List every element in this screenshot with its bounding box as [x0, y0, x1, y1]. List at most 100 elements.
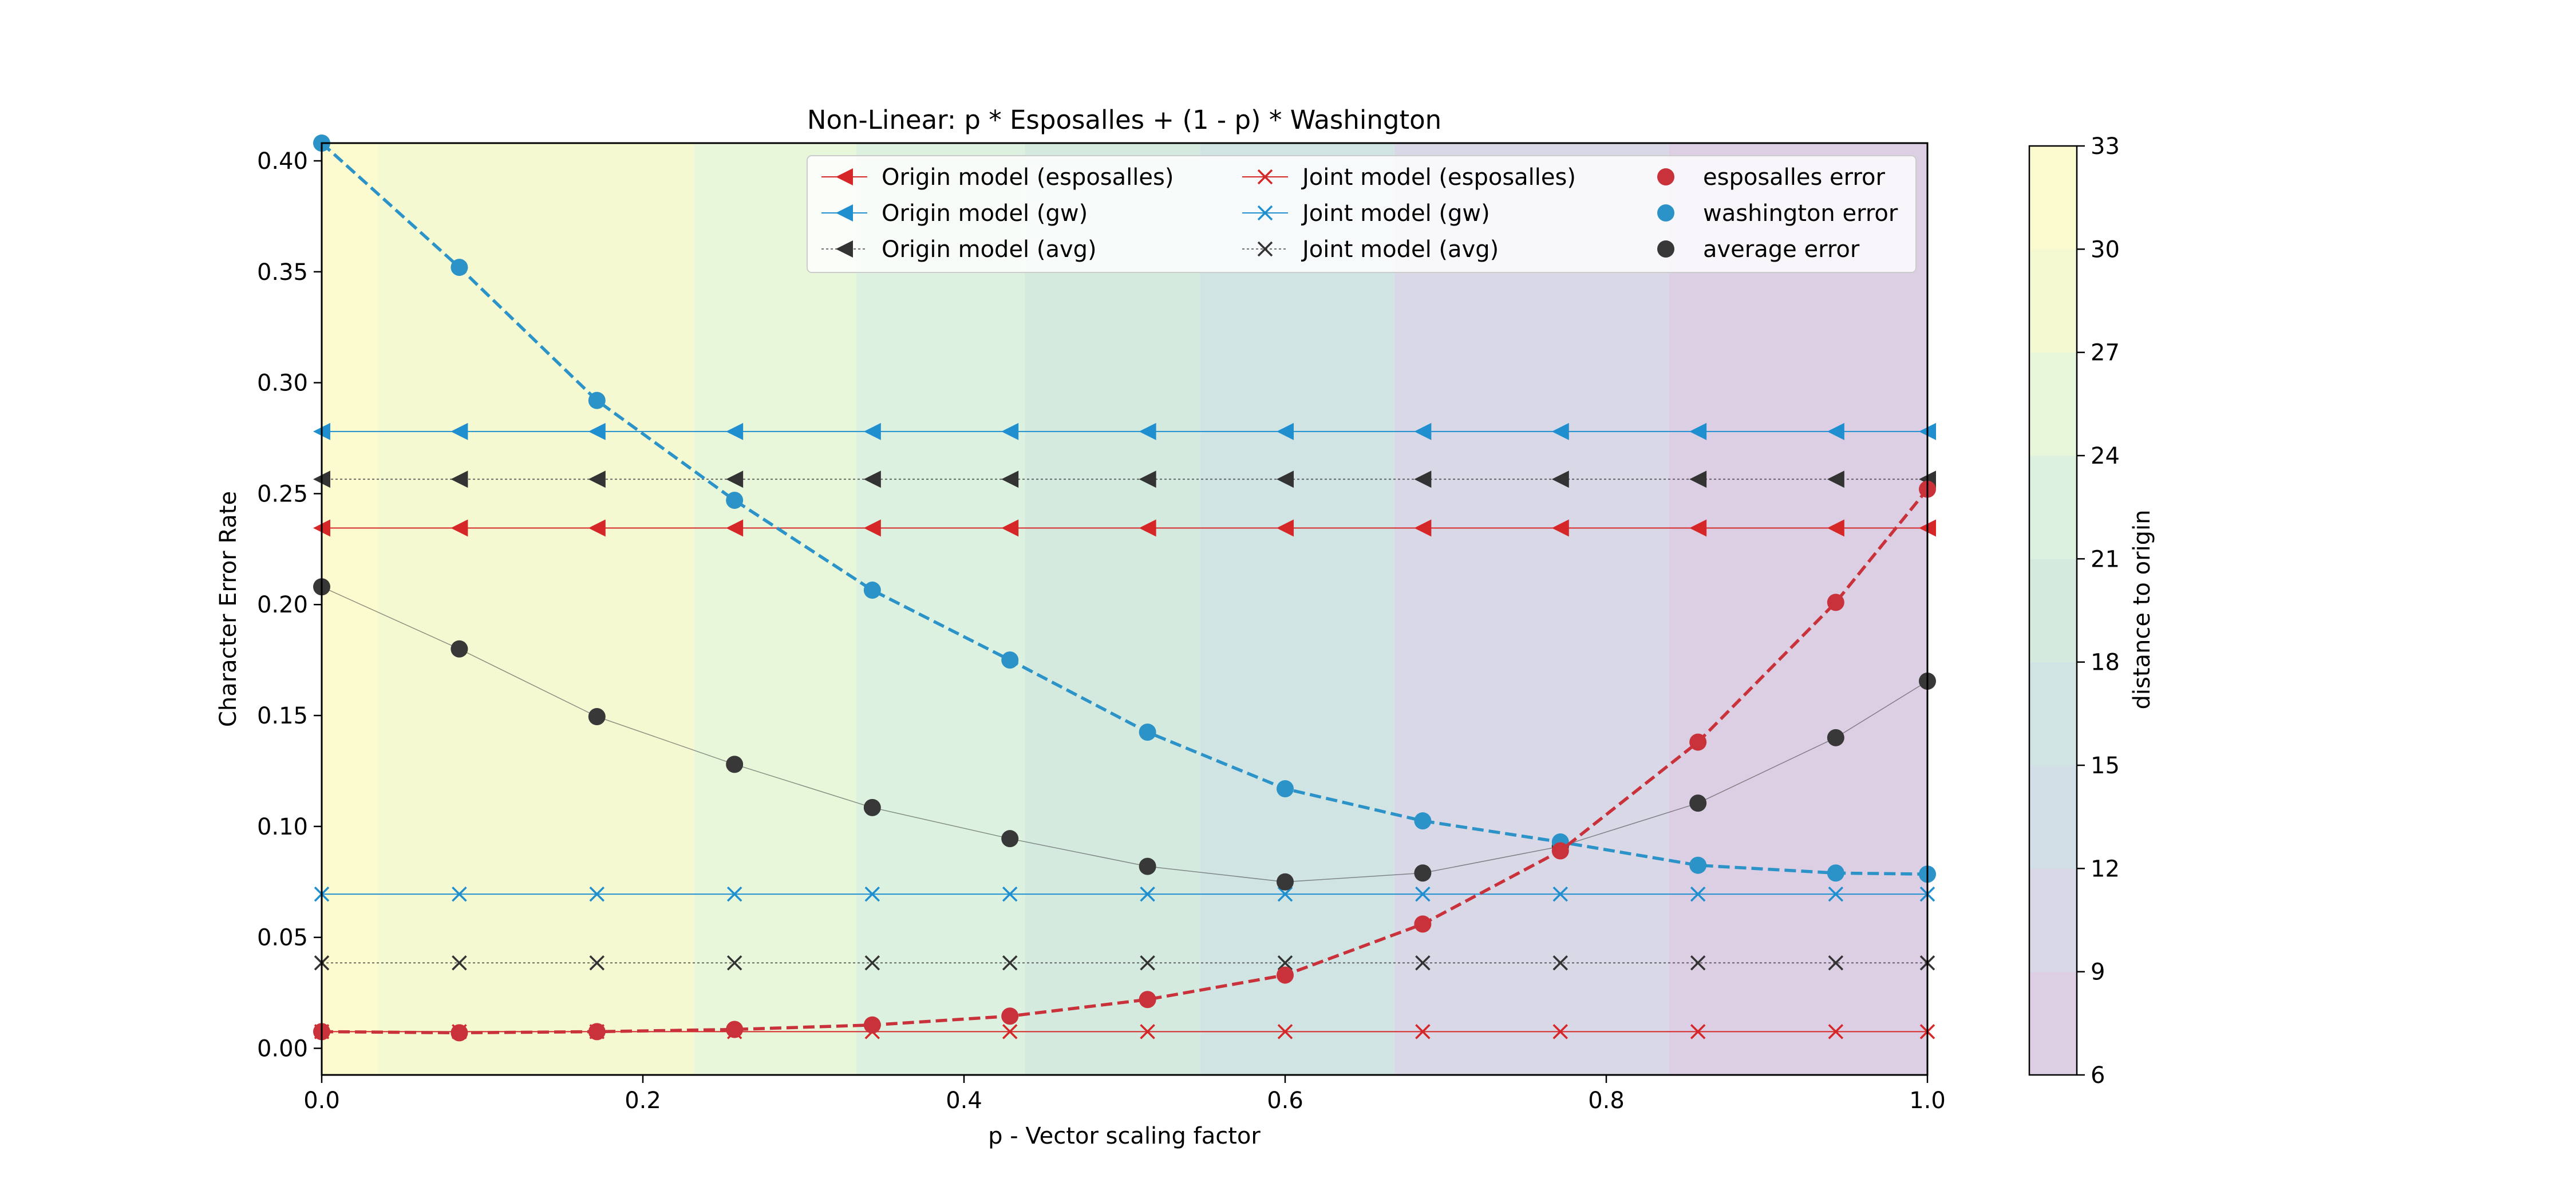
data-point: [451, 259, 468, 276]
data-point: [588, 392, 606, 409]
data-point: [726, 519, 744, 537]
data-point: [1415, 1024, 1431, 1039]
data-point: [1277, 422, 1294, 440]
data-point: [451, 422, 468, 440]
y-tick-label: 0.15: [257, 703, 308, 729]
data-point: [452, 886, 467, 902]
data-point: [1690, 955, 1706, 971]
colorbar-segment: [2029, 352, 2077, 456]
data-point: [726, 492, 744, 509]
data-point: [1277, 886, 1293, 902]
data-point: [589, 955, 605, 971]
colorbar-tick-label: 21: [2091, 546, 2120, 572]
colorbar-segment: [2029, 662, 2077, 766]
data-point: [1551, 519, 1569, 537]
colorbar-tick-label: 18: [2091, 650, 2120, 676]
data-point: [863, 1016, 881, 1034]
legend-entry: washington error: [1657, 200, 1898, 227]
data-point: [1551, 842, 1569, 860]
data-point: [726, 470, 744, 488]
data-point: [1277, 873, 1294, 891]
legend: Origin model (esposalles) Origin model (g…: [807, 155, 1917, 273]
data-point: [1001, 830, 1019, 848]
data-point: [1277, 519, 1294, 537]
data-point: [863, 422, 881, 440]
y-tick-label: 0.20: [257, 592, 308, 618]
data-point: [1277, 955, 1293, 971]
legend-marker: [836, 204, 853, 222]
data-point: [1828, 886, 1844, 902]
data-point: [1689, 794, 1707, 812]
background-band: [378, 143, 536, 1075]
y-axis: 0.00 0.05 0.10 0.15 0.20 0.25 0.30 0.35 0.40: [257, 148, 322, 1062]
data-point: [1827, 470, 1844, 488]
data-point: [1828, 955, 1844, 971]
legend-marker: [1257, 169, 1273, 185]
data-point: [1277, 780, 1294, 797]
legend-label: average error: [1703, 236, 1860, 263]
data-point: [1551, 422, 1569, 440]
legend-label: Origin model (gw): [882, 200, 1088, 227]
x-tick-label: 0.0: [303, 1088, 340, 1114]
data-point: [863, 519, 881, 537]
legend-marker: [836, 168, 853, 185]
data-point: [452, 955, 467, 971]
legend-label: Origin model (avg): [882, 236, 1097, 263]
y-tick-label: 0.05: [257, 925, 308, 951]
data-point: [1277, 470, 1294, 488]
data-point: [1827, 594, 1844, 611]
legend-entry: Origin model (avg): [821, 236, 1097, 263]
colorbar-tick-label: 15: [2091, 753, 2120, 779]
colorbar-tick-label: 24: [2091, 443, 2120, 469]
x-axis: 0.0 0.2 0.4 0.6 0.8 1.0: [303, 1075, 1946, 1114]
colorbar-tick-label: 12: [2091, 856, 2120, 882]
legend-marker: [1257, 241, 1273, 257]
background-band: [322, 143, 378, 1075]
data-point: [1414, 915, 1432, 933]
data-point: [1001, 519, 1019, 537]
colorbar-tick-label: 30: [2091, 236, 2120, 263]
data-point: [1001, 422, 1019, 440]
colorbar-segment: [2029, 971, 2077, 1076]
background-band: [856, 143, 1025, 1075]
legend-entry: Joint model (gw): [1242, 200, 1490, 227]
data-point: [589, 886, 605, 902]
x-tick-label: 0.6: [1267, 1088, 1303, 1114]
legend-marker: [1657, 204, 1674, 222]
legend-marker: [836, 240, 853, 258]
colorbar-frame: [2028, 145, 2078, 1076]
series-esposalles-error: [313, 480, 1936, 1042]
data-point: [1415, 955, 1431, 971]
background-band: [1394, 143, 1669, 1075]
data-point: [1139, 422, 1156, 440]
data-point: [1139, 857, 1156, 875]
data-point: [1139, 519, 1156, 537]
y-tick-label: 0.40: [257, 148, 308, 175]
data-point: [726, 422, 744, 440]
data-point: [588, 1023, 606, 1041]
legend-label: Joint model (avg): [1301, 236, 1499, 263]
colorbar-segment: [2029, 249, 2077, 353]
data-point: [451, 519, 468, 537]
data-point: [1139, 723, 1156, 741]
background-band: [1200, 143, 1394, 1075]
y-tick-label: 0.30: [257, 370, 308, 397]
data-point: [1552, 955, 1568, 971]
data-point: [1414, 519, 1432, 537]
y-tick-label: 0.35: [257, 259, 308, 286]
legend-entry: Origin model (gw): [821, 200, 1088, 227]
data-point: [588, 422, 606, 440]
legend-label: Joint model (gw): [1301, 200, 1490, 227]
data-point: [1690, 886, 1706, 902]
data-point: [588, 470, 606, 488]
series-origin-model-esposalles: [313, 519, 1936, 537]
data-point: [1414, 470, 1432, 488]
colorbar-segment: [2029, 559, 2077, 663]
background-band: [1025, 143, 1200, 1075]
y-tick-label: 0.00: [257, 1035, 308, 1062]
background-band: [694, 143, 857, 1075]
x-tick-label: 0.8: [1588, 1088, 1625, 1114]
colorbar-tick-label: 6: [2091, 1062, 2105, 1089]
data-point: [1689, 519, 1707, 537]
colorbar-tick-label: 9: [2091, 959, 2105, 986]
